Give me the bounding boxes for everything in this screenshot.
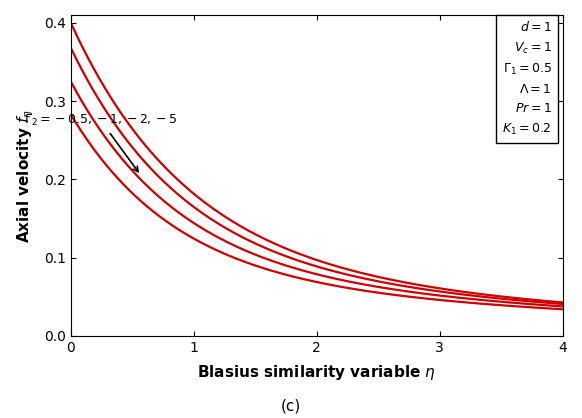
Text: $\Gamma_2 = -0.5, -1, -2, -5$: $\Gamma_2 = -0.5, -1, -2, -5$ [24,113,178,172]
Text: $d = 1$
$V_c = 1$
$\Gamma_1 = 0.5$
$\Lambda = 1$
$Pr = 1$
$K_1 = 0.2$: $d = 1$ $V_c = 1$ $\Gamma_1 = 0.5$ $\Lam… [502,20,552,137]
Y-axis label: Axial velocity $f_{\eta}$: Axial velocity $f_{\eta}$ [15,108,36,242]
Text: (c): (c) [281,399,301,414]
X-axis label: Blasius similarity variable $\eta$: Blasius similarity variable $\eta$ [197,363,436,382]
